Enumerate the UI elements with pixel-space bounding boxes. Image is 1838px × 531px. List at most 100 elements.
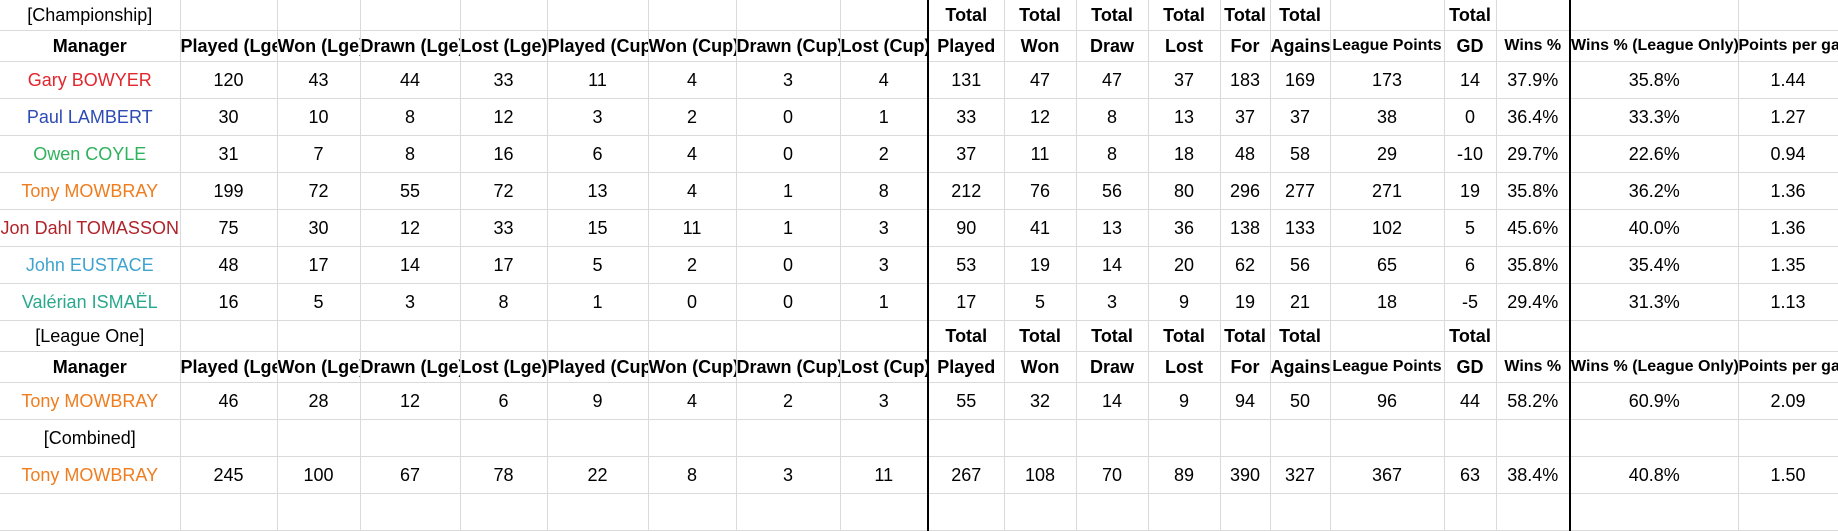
table-cell[interactable]: 33 <box>460 209 548 247</box>
empty-cell[interactable] <box>840 419 929 457</box>
empty-cell[interactable] <box>277 0 361 31</box>
table-cell[interactable]: 47 <box>1076 61 1149 99</box>
empty-cell[interactable] <box>1270 493 1331 531</box>
empty-cell[interactable] <box>460 320 548 352</box>
table-cell[interactable]: 0 <box>736 283 841 321</box>
empty-cell[interactable] <box>1270 419 1331 457</box>
table-cell[interactable]: 30 <box>180 98 278 136</box>
table-cell[interactable]: 1 <box>840 98 929 136</box>
table-cell[interactable]: 173 <box>1330 61 1445 99</box>
empty-cell[interactable] <box>1076 419 1149 457</box>
table-cell[interactable]: 133 <box>1270 209 1331 247</box>
table-cell[interactable]: 17 <box>277 246 361 284</box>
empty-cell[interactable] <box>1330 320 1445 352</box>
empty-cell[interactable] <box>840 0 929 31</box>
table-cell[interactable]: 20 <box>1148 246 1221 284</box>
table-cell[interactable]: 11 <box>840 456 929 494</box>
empty-cell[interactable] <box>460 493 548 531</box>
table-cell[interactable]: 36 <box>1148 209 1221 247</box>
table-cell[interactable]: 11 <box>1004 135 1077 173</box>
table-cell[interactable]: 89 <box>1148 456 1221 494</box>
table-cell[interactable]: 5 <box>1444 209 1497 247</box>
table-cell[interactable]: 1 <box>840 283 929 321</box>
table-cell[interactable]: 55 <box>928 382 1005 420</box>
table-cell[interactable]: 4 <box>648 172 737 210</box>
table-cell[interactable]: 296 <box>1220 172 1271 210</box>
table-cell[interactable]: 56 <box>1270 246 1331 284</box>
manager-name[interactable]: Tony MOWBRAY <box>0 456 181 494</box>
table-cell[interactable]: 31 <box>180 135 278 173</box>
empty-cell[interactable] <box>547 493 649 531</box>
empty-cell[interactable] <box>180 419 278 457</box>
empty-cell[interactable] <box>180 320 278 352</box>
table-cell[interactable]: 22.6% <box>1570 135 1739 173</box>
table-cell[interactable]: 44 <box>360 61 461 99</box>
table-cell[interactable]: 96 <box>1330 382 1445 420</box>
table-cell[interactable]: 29.4% <box>1496 283 1571 321</box>
table-cell[interactable]: 245 <box>180 456 278 494</box>
table-cell[interactable]: 0 <box>648 283 737 321</box>
table-cell[interactable]: 14 <box>1076 246 1149 284</box>
empty-cell[interactable] <box>460 0 548 31</box>
empty-cell[interactable] <box>360 419 461 457</box>
table-cell[interactable]: 4 <box>840 61 929 99</box>
empty-cell[interactable] <box>1570 320 1739 352</box>
table-cell[interactable]: 19 <box>1444 172 1497 210</box>
table-cell[interactable]: 10 <box>277 98 361 136</box>
table-cell[interactable]: 37 <box>928 135 1005 173</box>
table-cell[interactable]: 2 <box>840 135 929 173</box>
table-cell[interactable]: 18 <box>1330 283 1445 321</box>
table-cell[interactable]: 8 <box>648 456 737 494</box>
table-cell[interactable]: 43 <box>277 61 361 99</box>
table-cell[interactable]: 67 <box>360 456 461 494</box>
table-cell[interactable]: 1 <box>547 283 649 321</box>
empty-cell[interactable] <box>1738 320 1838 352</box>
table-cell[interactable]: 1.36 <box>1738 209 1838 247</box>
empty-cell[interactable] <box>648 320 737 352</box>
table-cell[interactable]: 40.0% <box>1570 209 1739 247</box>
table-cell[interactable]: 199 <box>180 172 278 210</box>
empty-cell[interactable] <box>360 0 461 31</box>
empty-cell[interactable] <box>1330 0 1445 31</box>
table-cell[interactable]: 29.7% <box>1496 135 1571 173</box>
table-cell[interactable]: 6 <box>1444 246 1497 284</box>
table-cell[interactable]: 38 <box>1330 98 1445 136</box>
table-cell[interactable]: 36.4% <box>1496 98 1571 136</box>
table-cell[interactable]: 0 <box>736 135 841 173</box>
empty-cell[interactable] <box>840 493 929 531</box>
table-cell[interactable]: 2 <box>648 246 737 284</box>
table-cell[interactable]: 32 <box>1004 382 1077 420</box>
empty-cell[interactable] <box>928 493 1005 531</box>
table-cell[interactable]: 35.8% <box>1570 61 1739 99</box>
table-cell[interactable]: 14 <box>1444 61 1497 99</box>
table-cell[interactable]: 11 <box>547 61 649 99</box>
empty-cell[interactable] <box>1570 0 1739 31</box>
table-cell[interactable]: 55 <box>360 172 461 210</box>
empty-cell[interactable] <box>0 493 181 531</box>
table-cell[interactable]: 50 <box>1270 382 1331 420</box>
manager-name[interactable]: John EUSTACE <box>0 246 181 284</box>
table-cell[interactable]: 13 <box>1076 209 1149 247</box>
empty-cell[interactable] <box>1444 493 1497 531</box>
table-cell[interactable]: 108 <box>1004 456 1077 494</box>
table-cell[interactable]: 1 <box>736 209 841 247</box>
table-cell[interactable]: 183 <box>1220 61 1271 99</box>
empty-cell[interactable] <box>1570 493 1739 531</box>
table-cell[interactable]: 1.13 <box>1738 283 1838 321</box>
table-cell[interactable]: 5 <box>1004 283 1077 321</box>
table-cell[interactable]: 1.27 <box>1738 98 1838 136</box>
empty-cell[interactable] <box>648 0 737 31</box>
empty-cell[interactable] <box>360 493 461 531</box>
table-cell[interactable]: 11 <box>648 209 737 247</box>
table-cell[interactable]: 8 <box>1076 135 1149 173</box>
table-cell[interactable]: 37 <box>1270 98 1331 136</box>
table-cell[interactable]: 0.94 <box>1738 135 1838 173</box>
manager-name[interactable]: Gary BOWYER <box>0 61 181 99</box>
manager-name[interactable]: Paul LAMBERT <box>0 98 181 136</box>
table-cell[interactable]: 7 <box>277 135 361 173</box>
table-cell[interactable]: 1 <box>736 172 841 210</box>
table-cell[interactable]: 22 <box>547 456 649 494</box>
table-cell[interactable]: 5 <box>277 283 361 321</box>
empty-cell[interactable] <box>277 320 361 352</box>
table-cell[interactable]: 3 <box>840 209 929 247</box>
